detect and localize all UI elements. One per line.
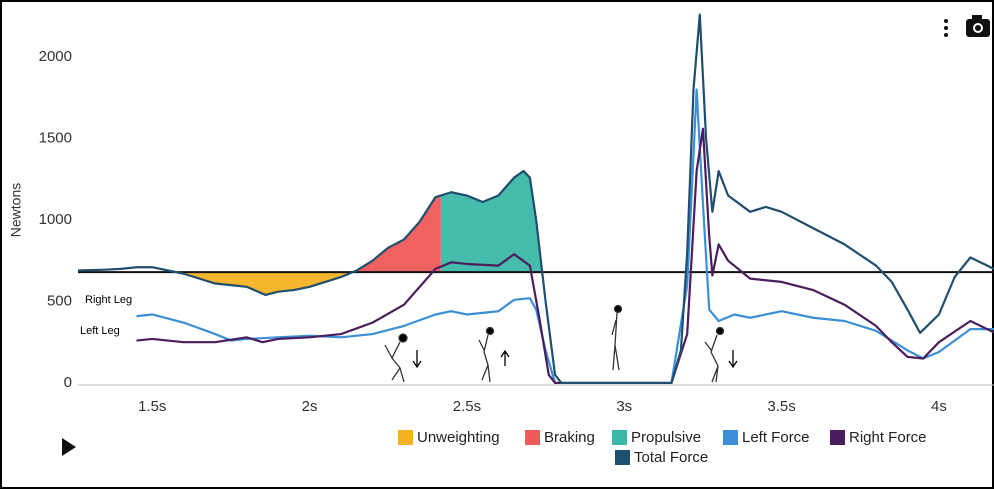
legend-label: Propulsive: [631, 429, 701, 446]
x-tick-label: 3s: [616, 398, 632, 415]
y-tick-label: 1500: [39, 129, 72, 146]
legend-swatch: [615, 450, 630, 465]
annotation: Left Leg: [80, 325, 120, 337]
page: {"chart_data": { "type": "line", "y_labe…: [0, 0, 994, 489]
y-tick-label: 500: [47, 292, 72, 309]
legend-swatch: [612, 430, 627, 445]
x-tick-label: 2.5s: [453, 398, 481, 415]
chart: Newtons Right Leg Left Leg 0 500 1000 1500 2…: [0, 0, 994, 489]
y-axis-label: Newtons: [8, 183, 24, 237]
y-tick-label: 2000: [39, 48, 72, 65]
legend-swatch: [830, 430, 845, 445]
legend-label: Total Force: [634, 449, 708, 466]
y-tick-label: 0: [64, 374, 72, 391]
menu-button[interactable]: [944, 19, 948, 37]
legend-swatch: [398, 430, 413, 445]
y-tick-label: 1000: [39, 211, 72, 228]
legend-label: Right Force: [849, 429, 927, 446]
legend-label: Unweighting: [417, 429, 500, 446]
legend-swatch: [525, 430, 540, 445]
x-tick-label: 1.5s: [138, 398, 166, 415]
x-tick-label: 2s: [302, 398, 318, 415]
x-tick-label: 4s: [931, 398, 947, 415]
x-tick-label: 3.5s: [767, 398, 795, 415]
legend-swatch: [723, 430, 738, 445]
annotation: Right Leg: [85, 294, 132, 306]
legend-label: Left Force: [742, 429, 810, 446]
legend-label: Braking: [544, 429, 595, 446]
